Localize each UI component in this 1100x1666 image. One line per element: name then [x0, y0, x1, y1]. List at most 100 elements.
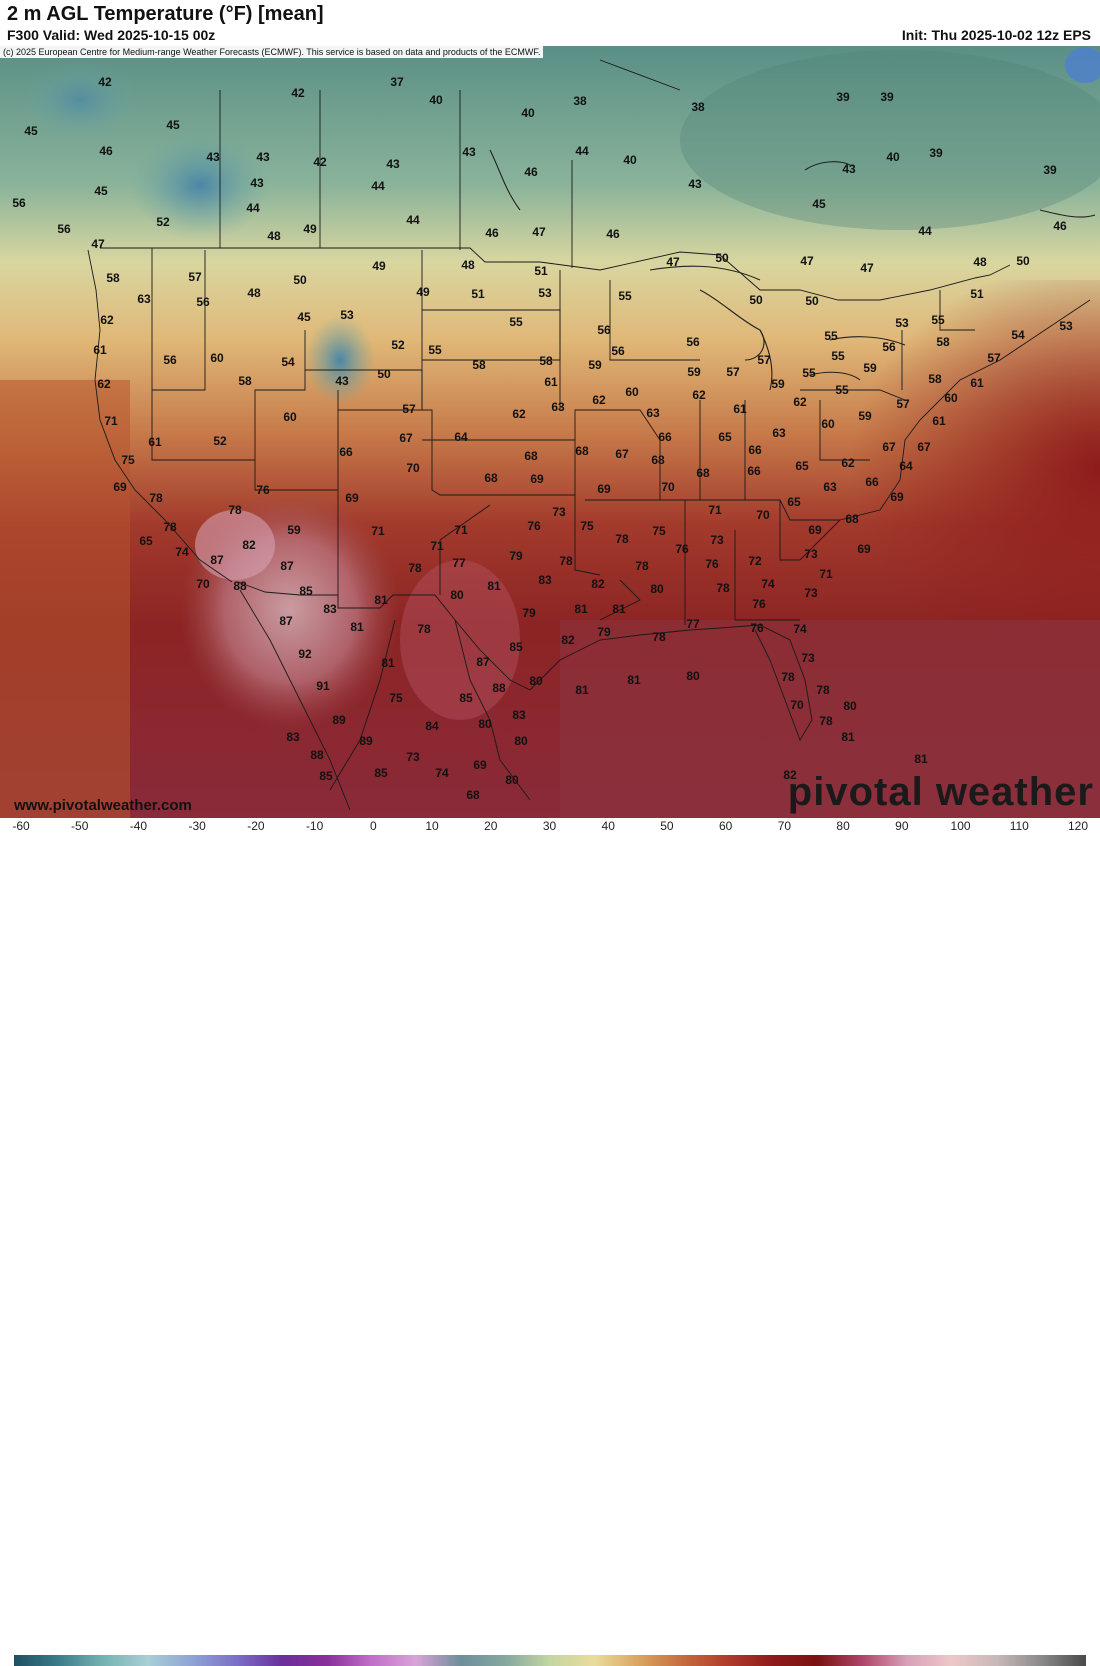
temperature-value: 59	[687, 365, 701, 379]
temperature-value: 43	[688, 177, 702, 191]
temperature-value: 48	[247, 286, 261, 300]
temperature-value: 88	[233, 579, 247, 593]
temperature-value: 72	[748, 554, 762, 568]
temperature-value: 54	[281, 355, 295, 369]
website-link[interactable]: www.pivotalweather.com	[14, 797, 192, 814]
temperature-value: 78	[408, 561, 422, 575]
temperature-value: 66	[747, 464, 761, 478]
temperature-value: 50	[293, 273, 307, 287]
temperature-value: 83	[538, 573, 552, 587]
boundaries	[87, 59, 1091, 811]
temperature-value: 55	[509, 315, 523, 329]
temperature-value: 45	[24, 124, 38, 138]
temperature-value: 58	[238, 374, 252, 388]
temperature-value: 53	[538, 286, 552, 300]
temperature-value: 70	[756, 508, 770, 522]
temperature-value: 42	[291, 86, 305, 100]
temperature-value: 89	[359, 734, 373, 748]
temperature-value: 81	[350, 620, 364, 634]
temperature-value: 71	[371, 524, 385, 538]
temperature-value: 67	[917, 440, 931, 454]
valid-time: F300 Valid: Wed 2025-10-15 00z	[7, 27, 216, 43]
temperature-value: 61	[733, 402, 747, 416]
temperature-value: 50	[715, 251, 729, 265]
temperature-value: 43	[386, 157, 400, 171]
temperature-value: 49	[372, 259, 386, 273]
temperature-value: 57	[402, 402, 416, 416]
copyright-notice: (c) 2025 European Centre for Medium-rang…	[0, 46, 544, 58]
temperature-value: 75	[389, 691, 403, 705]
temperature-value: 71	[430, 539, 444, 553]
temperature-value: 66	[658, 430, 672, 444]
temperature-value: 71	[819, 567, 833, 581]
temperature-value: 71	[454, 523, 468, 537]
temperature-value: 68	[484, 471, 498, 485]
brand-logo: pivotal weather	[787, 770, 1094, 814]
temperature-value: 58	[928, 372, 942, 386]
temperature-map[interactable]: 42 37 42 40 38 38 39 39 45 45 40 46 43 43 42 43 43 44 40 40…	[0, 46, 1100, 818]
temperature-value: 60	[821, 417, 835, 431]
temperature-value: 55	[931, 313, 945, 327]
temperature-value: 80	[505, 773, 519, 787]
temperature-value: 82	[561, 633, 575, 647]
temperature-value: 51	[471, 287, 485, 301]
temperature-value: 58	[936, 335, 950, 349]
temperature-value: 48	[973, 255, 987, 269]
temperature-value: 65	[139, 534, 153, 548]
temperature-value: 62	[512, 407, 526, 421]
temperature-value: 47	[800, 254, 814, 268]
temperature-value: 68	[696, 466, 710, 480]
temperature-value: 87	[279, 614, 293, 628]
temperature-value: 88	[492, 681, 506, 695]
temperature-value: 69	[808, 523, 822, 537]
temperature-value: 66	[865, 475, 879, 489]
temperature-value: 80	[529, 674, 543, 688]
temperature-value: 85	[509, 640, 523, 654]
temperature-value: 78	[635, 559, 649, 573]
color-scale: -60 -50 -40 -30 -20 -10 0 10 20 30 40 50 60 70 80 90 100…	[0, 818, 1100, 1666]
temperature-value: 65	[795, 459, 809, 473]
temperature-value: 43	[256, 150, 270, 164]
temperature-value: 39	[929, 146, 943, 160]
temperature-value: 56	[686, 335, 700, 349]
temperature-value: 70	[406, 461, 420, 475]
temperature-value: 62	[97, 377, 111, 391]
temperature-value: 55	[831, 349, 845, 363]
map-title: 2 m AGL Temperature (°F) [mean]	[7, 3, 324, 25]
temperature-value: 73	[552, 505, 566, 519]
scale-tick: 110	[1009, 819, 1029, 833]
temperature-value: 67	[615, 447, 629, 461]
temperature-value: 57	[987, 351, 1001, 365]
temperature-value: 81	[841, 730, 855, 744]
scale-tick: 120	[1067, 819, 1089, 833]
temperature-value: 73	[406, 750, 420, 764]
temperature-value: 56	[597, 323, 611, 337]
temperature-value: 80	[843, 699, 857, 713]
temperature-value: 52	[391, 338, 405, 352]
temperature-value: 71	[104, 414, 118, 428]
temperature-value: 55	[618, 289, 632, 303]
temperature-value: 40	[623, 153, 637, 167]
temperature-value: 78	[716, 581, 730, 595]
temperature-value: 49	[303, 222, 317, 236]
temperature-value: 92	[298, 647, 312, 661]
temperature-value: 81	[374, 593, 388, 607]
scale-tick: 70	[777, 819, 792, 833]
temperature-value: 39	[1043, 163, 1057, 177]
temperature-value: 73	[710, 533, 724, 547]
temperature-value: 78	[816, 683, 830, 697]
temperature-value: 44	[918, 224, 932, 238]
temperature-value: 43	[462, 145, 476, 159]
temperature-value: 55	[824, 329, 838, 343]
temperature-value: 80	[514, 734, 528, 748]
scale-tick: 80	[836, 819, 850, 833]
temperature-value: 69	[473, 758, 487, 772]
scale-tick: 30	[542, 819, 557, 833]
temperature-value: 42	[98, 75, 112, 89]
scale-tick: -10	[305, 819, 324, 833]
temperature-value: 68	[845, 512, 859, 526]
temperature-value: 61	[932, 414, 946, 428]
temperature-value: 62	[100, 313, 114, 327]
temperature-value: 76	[750, 621, 764, 635]
coastlines-lakes	[489, 149, 1096, 391]
